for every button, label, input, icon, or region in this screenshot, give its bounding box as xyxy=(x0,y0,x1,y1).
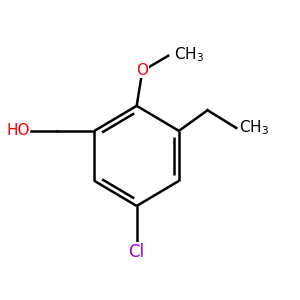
Text: CH$_3$: CH$_3$ xyxy=(239,118,269,137)
Text: CH$_3$: CH$_3$ xyxy=(174,45,204,64)
Text: HO: HO xyxy=(7,123,30,138)
Text: O: O xyxy=(136,63,148,78)
Text: Cl: Cl xyxy=(129,243,145,261)
